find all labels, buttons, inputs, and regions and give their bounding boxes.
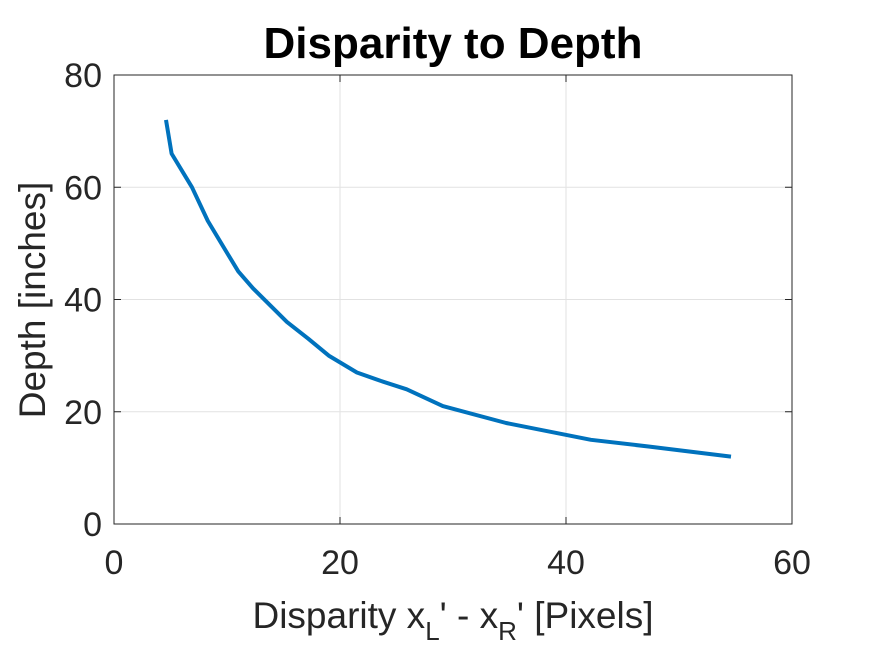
y-tick-label: 0 bbox=[83, 506, 102, 544]
series-group bbox=[164, 119, 732, 459]
y-tick-label: 80 bbox=[64, 57, 102, 95]
x-tick-label: 60 bbox=[773, 544, 811, 582]
axis-ticks: 0 20 40 60 0 20 40 60 80 bbox=[64, 57, 811, 582]
y-tick-label: 60 bbox=[64, 169, 102, 207]
y-axis-label: Depth [inches] bbox=[12, 182, 53, 419]
x-tick-label: 40 bbox=[547, 544, 585, 582]
x-tick-label: 0 bbox=[105, 544, 124, 582]
y-tick-label: 20 bbox=[64, 394, 102, 432]
x-axis-label: Disparity xL' - xR' [Pixels] bbox=[252, 595, 653, 646]
y-tick-label: 40 bbox=[64, 282, 102, 320]
chart-title: Disparity to Depth bbox=[264, 19, 643, 68]
series-line bbox=[164, 119, 732, 459]
grid-lines bbox=[114, 75, 792, 524]
x-tick-label: 20 bbox=[321, 544, 359, 582]
